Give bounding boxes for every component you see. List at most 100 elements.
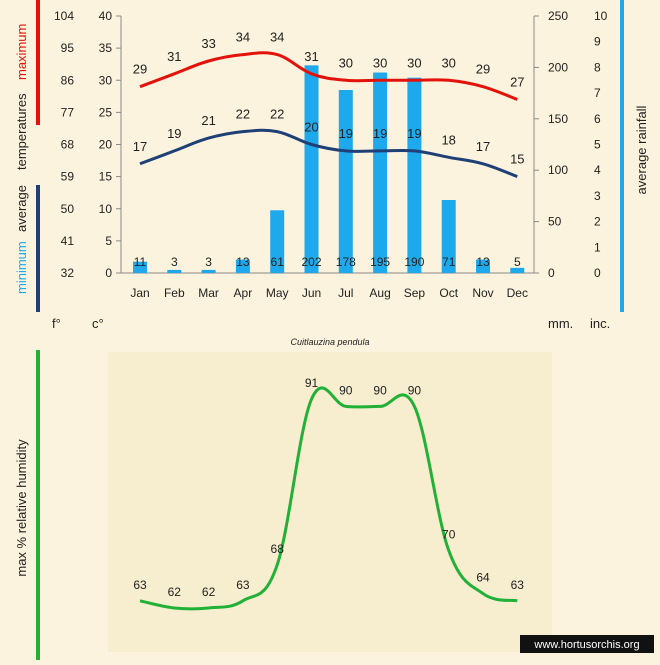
- maximum-data-label: 34: [270, 30, 284, 45]
- humidity-data-label: 63: [236, 578, 250, 592]
- minimum-data-label: 19: [339, 126, 353, 141]
- left-axis-title: minimum average temperatures maximum: [14, 24, 29, 294]
- humidity-line: [139, 386, 518, 611]
- rainfall-data-label: 61: [271, 255, 285, 269]
- mm-unit-label: mm.: [548, 316, 573, 331]
- rainfall-data-label: 13: [236, 255, 250, 269]
- minimum-data-label: 21: [201, 113, 215, 128]
- celsius-tick-label: 0: [105, 266, 112, 280]
- humidity-data-label: 63: [133, 578, 147, 592]
- rainfall-bar: [270, 210, 285, 273]
- rainfall-bar: [167, 269, 182, 273]
- month-label: Nov: [472, 286, 493, 300]
- celsius-tick-label: 30: [99, 73, 113, 87]
- maximum-data-label: 30: [339, 55, 353, 70]
- species-caption: Cuitlauzina pendula: [290, 337, 369, 347]
- humidity-data-label: 90: [339, 383, 353, 397]
- fahrenheit-tick-label: 50: [61, 202, 75, 216]
- watermark-background: [520, 635, 654, 653]
- fahrenheit-tick-label: 32: [61, 266, 75, 280]
- humidity-data-label: 63: [511, 578, 525, 592]
- month-label: Feb: [164, 286, 185, 300]
- inches-tick-label: 1: [594, 240, 601, 254]
- celsius-unit-label: c°: [92, 316, 104, 331]
- maximum-data-label: 30: [441, 55, 455, 70]
- maximum-data-label: 31: [304, 49, 318, 64]
- rainfall-data-label: 195: [370, 255, 390, 269]
- humidity-data-label: 90: [408, 383, 422, 397]
- humidity-data-label: 70: [442, 527, 456, 541]
- humidity-panel: [108, 352, 552, 652]
- rainfall-bar: [338, 90, 353, 274]
- humidity-axis-title: max % relative humidity: [14, 439, 29, 577]
- minimum-data-label: 20: [304, 120, 318, 135]
- inches-tick-label: 0: [594, 266, 601, 280]
- mm-tick-label: 0: [548, 266, 555, 280]
- fahrenheit-tick-label: 41: [61, 234, 75, 248]
- month-label: May: [266, 286, 289, 300]
- minimum-data-label: 15: [510, 152, 524, 167]
- fahrenheit-tick-label: 68: [61, 138, 75, 152]
- month-label: Apr: [234, 286, 253, 300]
- minimum-temperature-line: [139, 128, 518, 179]
- month-label: Aug: [369, 286, 390, 300]
- left-axis-title-temperatures: temperatures: [14, 93, 29, 170]
- rainfall-bar: [304, 65, 319, 274]
- inches-tick-label: 10: [594, 9, 608, 23]
- fahrenheit-tick-label: 104: [54, 9, 74, 23]
- rainfall-data-label: 5: [514, 255, 521, 269]
- rainfall-bar: [510, 267, 525, 273]
- right-axis-title: average rainfall: [634, 105, 649, 194]
- inches-tick-label: 8: [594, 60, 601, 74]
- rainfall-bar: [201, 269, 216, 273]
- rainfall-data-label: 3: [171, 255, 178, 269]
- rainfall-data-label: 3: [205, 255, 212, 269]
- inches-tick-label: 7: [594, 86, 601, 100]
- humidity-data-label: 62: [202, 585, 216, 599]
- fahrenheit-tick-label: 59: [61, 170, 75, 184]
- minimum-data-label: 19: [373, 126, 387, 141]
- month-label: Mar: [198, 286, 219, 300]
- month-label: Oct: [439, 286, 458, 300]
- watermark: www.hortusorchis.org: [533, 639, 639, 651]
- rainfall-bar: [373, 72, 388, 273]
- rainfall-bar: [476, 259, 490, 273]
- month-label: Jun: [302, 286, 321, 300]
- humidity-data-label: 64: [476, 571, 490, 585]
- maximum-data-label: 33: [201, 36, 215, 51]
- rainfall-data-label: 190: [404, 255, 424, 269]
- inches-tick-label: 4: [594, 163, 601, 177]
- rainfall-data-label: 13: [476, 255, 490, 269]
- fahrenheit-tick-label: 86: [61, 73, 75, 87]
- inches-tick-label: 3: [594, 189, 601, 203]
- celsius-tick-label: 40: [99, 9, 113, 23]
- humidity-data-label: 91: [305, 376, 319, 390]
- fahrenheit-tick-label: 77: [61, 105, 75, 119]
- maximum-temperature-line: [139, 51, 518, 101]
- celsius-tick-label: 5: [105, 234, 112, 248]
- mm-tick-label: 100: [548, 163, 568, 177]
- fahrenheit-tick-label: 95: [61, 41, 75, 55]
- fahrenheit-unit-label: f°: [52, 316, 61, 331]
- rainfall-bar: [133, 261, 147, 273]
- minimum-data-label: 22: [236, 107, 250, 122]
- inches-tick-label: 9: [594, 35, 601, 49]
- rainfall-bar: [441, 200, 456, 273]
- rainfall-data-label: 71: [442, 255, 456, 269]
- rainfall-data-label: 202: [301, 255, 321, 269]
- month-label: Jan: [130, 286, 149, 300]
- left-axis-title-average: average: [14, 185, 29, 232]
- mm-tick-label: 200: [548, 60, 568, 74]
- minimum-data-label: 18: [441, 132, 455, 147]
- rainfall-bar: [235, 259, 250, 273]
- mm-tick-label: 250: [548, 9, 568, 23]
- inches-tick-label: 2: [594, 215, 601, 229]
- humidity-data-label: 62: [168, 585, 182, 599]
- humidity-data-label: 68: [271, 542, 285, 556]
- minimum-data-label: 19: [407, 126, 421, 141]
- month-label: Dec: [507, 286, 528, 300]
- inches-unit-label: inc.: [590, 316, 610, 331]
- celsius-tick-label: 15: [99, 170, 113, 184]
- maximum-data-label: 30: [373, 55, 387, 70]
